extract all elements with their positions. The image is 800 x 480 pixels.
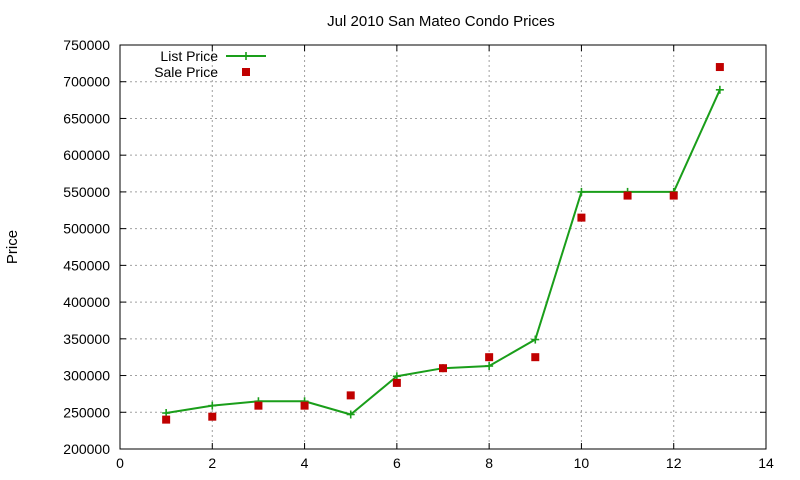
list-price-point [485,361,494,370]
y-tick-label: 500000 [63,221,110,237]
ticks-layer: 0 2 4 6 8 10 12 14 200000 250000 300000 350000 40000… [63,37,774,471]
list-price-point [577,187,586,196]
legend-label: List Price [160,48,218,64]
sale-price-point [577,213,586,222]
sale-price-point [485,353,494,362]
y-tick-label: 300000 [63,368,110,384]
y-axis-label: Price [4,230,21,264]
y-tick-label: 400000 [63,294,110,310]
x-tick-label: 2 [208,455,216,471]
legend-item: List Price [160,48,266,64]
sale-price-point [531,353,540,362]
y-tick-label: 450000 [63,257,110,273]
x-tick-label: 4 [301,455,309,471]
sale-price-point [208,412,217,421]
series-sale-price [162,63,724,424]
sale-price-point [392,378,401,387]
y-tick-label: 550000 [63,184,110,200]
x-tick-label: 0 [116,455,124,471]
series-layer [162,63,724,424]
y-tick-label: 600000 [63,147,110,163]
x-tick-label: 8 [485,455,493,471]
grid-layer [120,45,766,449]
y-tick-label: 350000 [63,331,110,347]
y-tick-label: 650000 [63,110,110,126]
x-tick-label: 12 [666,455,682,471]
list-price-point [346,410,355,419]
sale-price-point [162,415,171,424]
list-price-point [531,335,540,344]
y-tick-label: 750000 [63,37,110,53]
y-tick-label: 250000 [63,404,110,420]
x-tick-label: 14 [758,455,774,471]
chart-title: Jul 2010 San Mateo Condo Prices [327,13,555,30]
sale-price-point [346,391,355,400]
legend-item: Sale Price [154,64,250,80]
sale-price-point [300,401,309,410]
sale-price-point [715,63,724,72]
plot-frame [119,44,767,450]
y-tick-label: 700000 [63,74,110,90]
list-price-point [715,85,724,94]
sale-price-point [669,191,678,200]
sale-price-point [623,191,632,200]
legend-label: Sale Price [154,64,218,80]
y-tick-label: 200000 [63,441,110,457]
sale-price-point [254,401,263,410]
list-price-point [208,401,217,410]
sale-price-point [439,364,447,373]
legend-swatch-marker [242,68,250,76]
x-tick-label: 10 [574,455,590,471]
legend-swatch-marker [242,52,250,60]
x-tick-label: 6 [393,455,401,471]
